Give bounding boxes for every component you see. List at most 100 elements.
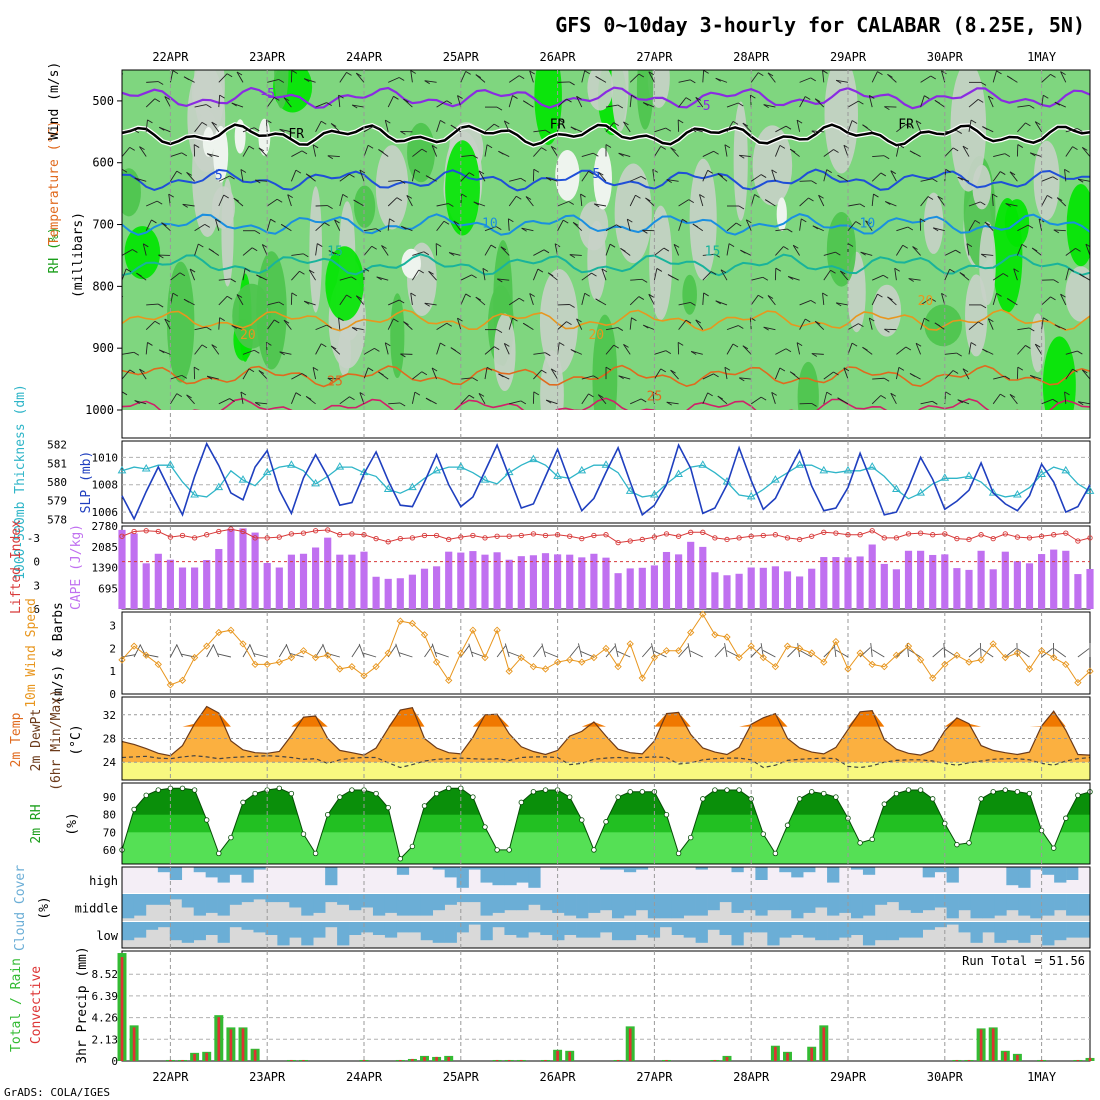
cloud-bar-middle — [384, 894, 398, 913]
cape-bar — [1013, 561, 1021, 609]
wind-barb — [1089, 328, 1090, 330]
cape-bar — [1050, 549, 1058, 609]
wind-barb-flag — [591, 272, 597, 277]
wind-barb — [484, 346, 495, 355]
wind-barb — [1060, 71, 1067, 83]
wind-barb-flag — [168, 193, 174, 198]
cloud-bar-middle — [313, 894, 326, 913]
cloud-bar-middle — [922, 894, 935, 911]
rh-tick-label-1: 70 — [103, 826, 116, 839]
wind-barb-flag — [588, 393, 594, 398]
cloud-bar-low — [576, 922, 589, 938]
cloud-bar-low — [779, 922, 792, 938]
bottom-day-label-8: 30APR — [927, 1070, 964, 1084]
cloud-bar-high — [253, 867, 266, 870]
rh-marker — [784, 822, 791, 828]
wind-barb — [1065, 128, 1078, 133]
precip-conv-bar — [725, 1056, 729, 1061]
wind-barb — [720, 269, 728, 281]
cloud-bar-middle — [181, 894, 195, 908]
wind-barb-flag — [283, 97, 290, 102]
wind-barb — [1081, 147, 1090, 157]
cape-bar — [420, 568, 429, 609]
li-marker — [978, 532, 984, 538]
wind-barb — [605, 344, 615, 355]
wind-barb-flag — [758, 294, 764, 299]
wind-barb-flag — [932, 178, 938, 183]
li-marker — [809, 533, 815, 539]
cloud-bar-middle — [850, 894, 864, 919]
cloud-bar-low — [313, 922, 326, 938]
wind-speed-marker — [287, 653, 296, 662]
wind-barb — [308, 269, 316, 281]
wind-barb-flag — [274, 96, 280, 101]
wind-barb-flag — [518, 75, 525, 80]
wind-barb-flag — [541, 147, 547, 152]
cloud-bar-low — [862, 922, 876, 946]
wind-barb — [388, 299, 400, 306]
wind-barb-flag — [291, 292, 298, 297]
wind-barb-flag — [1056, 197, 1063, 202]
cape-bar — [941, 554, 949, 609]
wind-barb-flag — [1064, 391, 1070, 396]
wind-barb-flag — [835, 251, 841, 256]
rh-blob — [325, 246, 364, 321]
wind-barb-flag — [690, 351, 697, 355]
wind-barb-flag — [767, 72, 774, 77]
wind-barb — [823, 169, 828, 182]
wind-barb-flag — [988, 95, 994, 100]
cape-bar — [505, 559, 513, 609]
bottom-day-labels: 22APR 23APR 24APR 25APR 26APR 27APR 28APR 29APR… — [152, 1070, 1056, 1084]
wind-barb — [315, 243, 318, 256]
wind-barb — [984, 221, 994, 232]
cloud-bar-middle — [122, 894, 135, 919]
wind-barb-flag — [883, 377, 890, 382]
wind-barb — [1064, 169, 1067, 182]
wind-barb-flag — [157, 81, 164, 85]
cloud-unit-label: (%) — [37, 896, 52, 919]
wind-barb-flag — [865, 220, 871, 225]
wind-barb-flag — [431, 145, 438, 149]
wind-barb-flag — [855, 221, 861, 225]
rh-marker — [954, 841, 960, 848]
rh-marker — [482, 824, 488, 830]
wind-speed-marker — [299, 647, 308, 655]
rh-marker — [409, 843, 416, 850]
wind-barb — [431, 367, 438, 380]
wind-barb-flag — [472, 377, 478, 382]
wind-barb — [968, 119, 972, 132]
wind-barb — [915, 120, 922, 132]
precip-conv-bar — [665, 1059, 668, 1061]
wind-barb-flag — [520, 400, 527, 405]
precip-conv-bar — [1040, 1059, 1043, 1061]
wind-barb — [572, 222, 583, 232]
cape-bar — [626, 568, 634, 609]
wind-barb-flag — [385, 119, 391, 124]
cloud-bar-middle — [468, 894, 481, 903]
cape-bar — [856, 556, 864, 609]
wind-barb — [164, 318, 171, 330]
wind-speed-marker — [723, 633, 731, 641]
bottom-day-label-3: 25APR — [443, 1070, 480, 1084]
pressure-tick-label-4: 900 — [92, 341, 114, 355]
wind-barb — [242, 145, 250, 157]
surface-wind-barb — [358, 643, 365, 658]
wind-barb-flag — [618, 375, 624, 380]
wind-speed-marker — [699, 610, 707, 618]
wind-barb-flag — [424, 302, 430, 307]
cloud-bar-low — [265, 922, 278, 935]
wind-barb-flag — [147, 119, 153, 124]
wind-barb — [424, 80, 437, 83]
wind-barb-flag — [1009, 171, 1016, 176]
wind-barb-flag — [346, 72, 352, 76]
wind-barb — [724, 367, 728, 380]
cloud-bar-high — [623, 867, 637, 873]
wind-barb-flag — [796, 119, 803, 124]
wind-barb-flag — [321, 120, 327, 125]
wind-barb-flag — [545, 352, 551, 357]
wind-barb-flag — [122, 391, 128, 396]
cloud-bar-high — [600, 867, 613, 870]
wind-barb — [992, 273, 1004, 281]
wind-barb-flag — [378, 371, 384, 376]
wind-barb — [436, 120, 441, 132]
